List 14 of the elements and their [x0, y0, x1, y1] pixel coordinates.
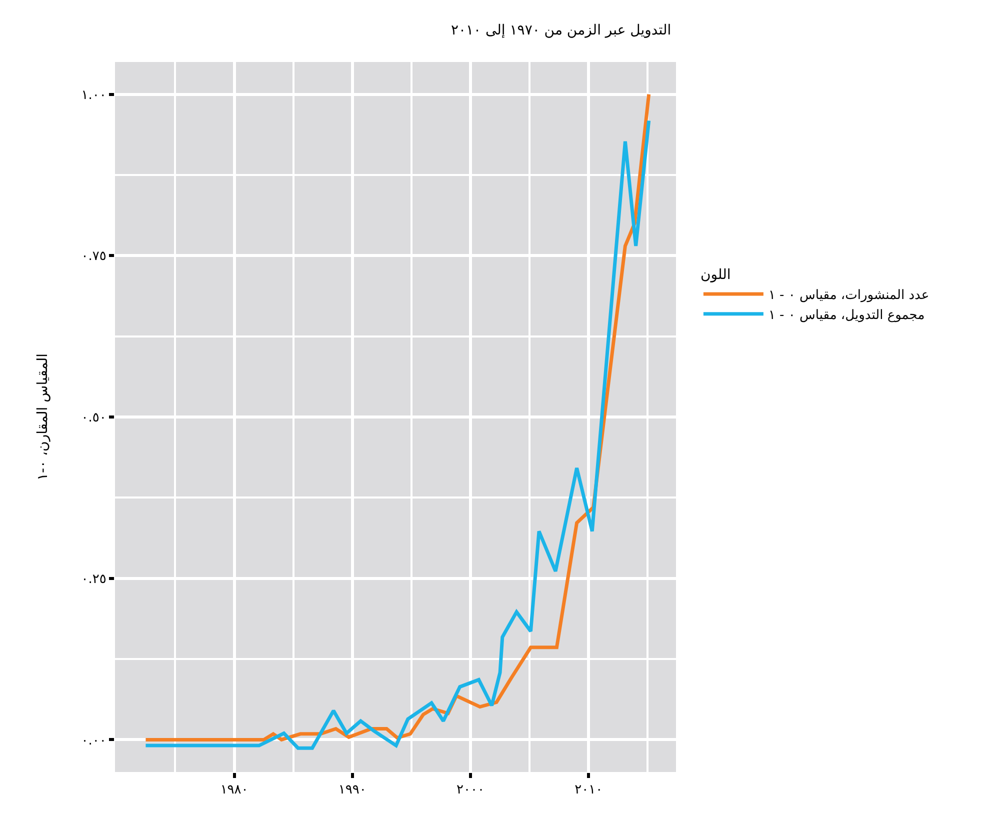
x-tick-label: ٢٠١٠: [574, 782, 603, 798]
y-tick-label: ٠.٥٠: [81, 410, 106, 426]
x-tick-label: ٢٠٠٠: [456, 782, 484, 798]
y-tick-label: ٠.٢٥: [81, 572, 106, 587]
y-tick-label: ١.٠٠: [81, 88, 106, 103]
legend-title: اللون: [700, 267, 731, 283]
legend-label: عدد المنشورات، مقياس ٠ - ١: [768, 288, 930, 304]
legend-label: مجموع التدويل، مقياس ٠ - ١: [768, 308, 925, 323]
x-tick-label: ١٩٩٠: [338, 782, 366, 798]
chart-title: التدويل عبر الزمن من ١٩٧٠ إلى ٢٠١٠: [450, 22, 672, 38]
y-tick-label: ٠.٠٠: [81, 733, 106, 748]
y-tick-label: ٠.٧٥: [81, 249, 106, 264]
y-axis-title: المقياس المقارن، ٠-١: [34, 353, 51, 481]
x-tick-label: ١٩٨٠: [220, 782, 248, 798]
